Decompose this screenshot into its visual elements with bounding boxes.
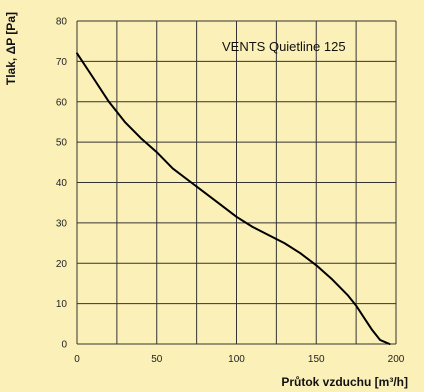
x-tick-label-50: 50: [151, 354, 163, 365]
curve-layer: [76, 52, 391, 345]
x-tick-label-150: 150: [308, 354, 325, 365]
y-tick-label-80: 80: [56, 17, 68, 28]
y-tick-label-60: 60: [56, 97, 68, 108]
x-tick-label-100: 100: [228, 354, 245, 365]
x-tick-label-0: 0: [74, 354, 80, 365]
y-tick-label-30: 30: [56, 218, 68, 229]
y-tick-label-70: 70: [56, 57, 68, 68]
label-layer: 0 10 20 30 40 50 60 70 80 0 50 100 150 200: [56, 17, 405, 366]
grid-layer: [76, 20, 397, 345]
y-tick-label-0: 0: [61, 340, 67, 351]
x-axis-title: Průtok vzduchu [m³/h]: [281, 375, 408, 389]
x-tick-label-200: 200: [388, 354, 405, 365]
y-tick-label-20: 20: [56, 259, 68, 270]
y-tick-label-40: 40: [56, 178, 68, 189]
y-tick-label-10: 10: [56, 299, 68, 310]
y-tick-label-50: 50: [56, 138, 68, 149]
series-line-0: [76, 52, 391, 345]
chart-annotation: VENTS Quietline 125: [222, 39, 346, 54]
y-axis-title: Tlak, ΔP [Pa]: [4, 12, 18, 85]
